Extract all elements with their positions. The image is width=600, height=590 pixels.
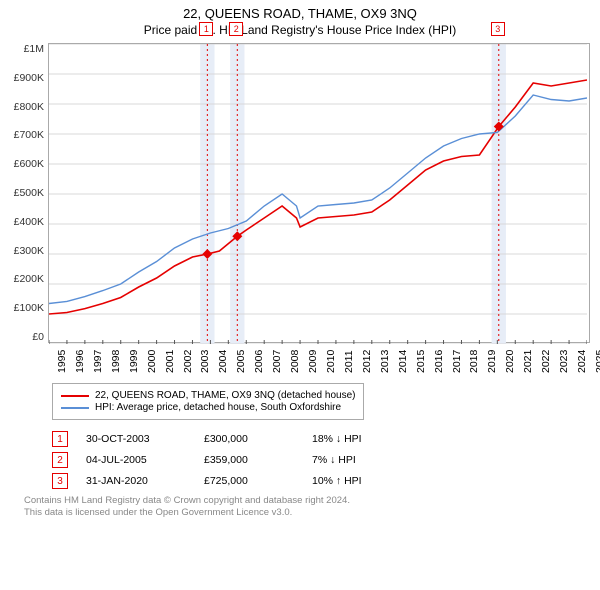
x-tick-label: 2002: [182, 350, 194, 373]
transaction-row: 1 30-OCT-2003 £300,000 18% ↓ HPI: [52, 431, 590, 447]
transaction-date: 30-OCT-2003: [86, 433, 186, 445]
x-tick-label: 2003: [199, 350, 211, 373]
transaction-number: 2: [52, 452, 68, 468]
transaction-marker-1: 1: [199, 22, 213, 36]
transaction-price: £300,000: [204, 433, 294, 445]
transaction-price: £359,000: [204, 454, 294, 466]
x-axis-labels: 1995 1996 1997 1998 1999 2000 2001 2002 2003 2004…: [10, 345, 590, 379]
x-tick-label: 2013: [379, 350, 391, 373]
x-tick-label: 1999: [128, 350, 140, 373]
x-tick-label: 2018: [468, 350, 480, 373]
transaction-price: £725,000: [204, 475, 294, 487]
x-tick-label: 2006: [253, 350, 265, 373]
x-tick-label: 2011: [343, 350, 355, 373]
transaction-marker-3: 3: [491, 22, 505, 36]
x-tick-label: 2009: [307, 350, 319, 373]
chart-container: 22, QUEENS ROAD, THAME, OX9 3NQ Price pa…: [0, 0, 600, 524]
plot-svg: [49, 44, 587, 344]
x-tick-label: 2017: [451, 350, 463, 373]
y-tick-label: £900K: [14, 72, 44, 84]
transaction-marker-2: 2: [229, 22, 243, 36]
y-tick-label: £400K: [14, 216, 44, 228]
chart-area: £1M £900K £800K £700K £600K £500K £400K £300K £2…: [10, 43, 590, 343]
y-tick-label: £800K: [14, 101, 44, 113]
legend-item: 22, QUEENS ROAD, THAME, OX9 3NQ (detache…: [61, 390, 355, 401]
x-tick-label: 2012: [361, 350, 373, 373]
legend-swatch: [61, 407, 89, 409]
y-axis-labels: £1M £900K £800K £700K £600K £500K £400K £300K £2…: [10, 43, 48, 343]
x-tick-label: 1998: [110, 350, 122, 373]
transaction-delta: 10% ↑ HPI: [312, 475, 362, 487]
y-tick-label: £1M: [24, 43, 44, 55]
y-tick-label: £100K: [14, 302, 44, 314]
x-tick-label: 2004: [217, 350, 229, 373]
x-tick-label: 2000: [146, 350, 158, 373]
y-tick-label: £0: [32, 331, 44, 343]
transaction-row: 2 04-JUL-2005 £359,000 7% ↓ HPI: [52, 452, 590, 468]
legend: 22, QUEENS ROAD, THAME, OX9 3NQ (detache…: [52, 383, 364, 420]
x-tick-label: 2023: [558, 350, 570, 373]
x-tick-label: 2019: [486, 350, 498, 373]
transaction-number: 3: [52, 473, 68, 489]
transaction-date: 31-JAN-2020: [86, 475, 186, 487]
y-tick-label: £700K: [14, 129, 44, 141]
x-tick-label: 2008: [289, 350, 301, 373]
transactions-table: 1 30-OCT-2003 £300,000 18% ↓ HPI 2 04-JUL-200…: [52, 431, 590, 489]
legend-label: 22, QUEENS ROAD, THAME, OX9 3NQ (detache…: [95, 390, 355, 401]
x-tick-label: 1996: [74, 350, 86, 373]
x-tick-label: 2007: [271, 350, 283, 373]
x-tick-label: 2020: [504, 350, 516, 373]
footnote-line-2: This data is licensed under the Open Gov…: [24, 507, 590, 519]
x-tick-label: 2024: [576, 350, 588, 373]
y-tick-label: £300K: [14, 245, 44, 257]
y-tick-label: £200K: [14, 273, 44, 285]
transaction-row: 3 31-JAN-2020 £725,000 10% ↑ HPI: [52, 473, 590, 489]
x-tick-label: 1995: [56, 350, 68, 373]
x-tick-label: 2015: [415, 350, 427, 373]
x-tick-label: 2005: [235, 350, 247, 373]
y-tick-label: £500K: [14, 187, 44, 199]
transaction-number: 1: [52, 431, 68, 447]
x-tick-label: 2001: [164, 350, 176, 373]
x-tick-label: 2010: [325, 350, 337, 373]
x-tick-label: 2021: [522, 350, 534, 373]
transaction-delta: 7% ↓ HPI: [312, 454, 356, 466]
x-tick-label: 1997: [92, 350, 104, 373]
legend-item: HPI: Average price, detached house, Sout…: [61, 402, 355, 413]
legend-label: HPI: Average price, detached house, Sout…: [95, 402, 341, 413]
x-tick-label: 2016: [433, 350, 445, 373]
footnote: Contains HM Land Registry data © Crown c…: [24, 495, 590, 520]
plot-box: 123: [48, 43, 590, 343]
y-tick-label: £600K: [14, 158, 44, 170]
transaction-date: 04-JUL-2005: [86, 454, 186, 466]
x-tick-label: 2022: [540, 350, 552, 373]
footnote-line-1: Contains HM Land Registry data © Crown c…: [24, 495, 590, 507]
x-tick-label: 2025: [594, 350, 600, 373]
transaction-delta: 18% ↓ HPI: [312, 433, 362, 445]
title: 22, QUEENS ROAD, THAME, OX9 3NQ: [10, 6, 590, 21]
legend-swatch: [61, 395, 89, 397]
x-tick-label: 2014: [397, 350, 409, 373]
